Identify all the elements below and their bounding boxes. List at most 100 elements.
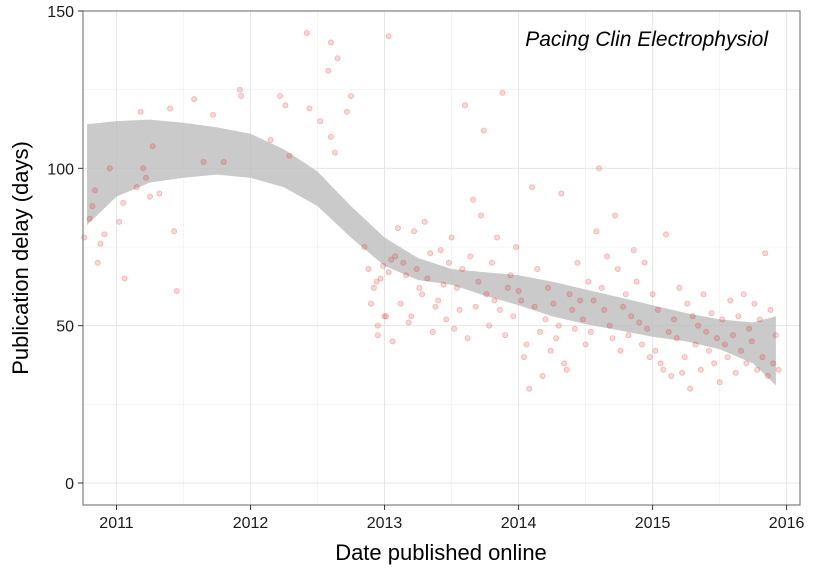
scatter-point — [649, 291, 656, 298]
scatter-point — [529, 184, 536, 191]
scatter-point — [421, 218, 428, 225]
scatter-point — [537, 328, 544, 335]
scatter-point — [209, 111, 216, 118]
scatter-point — [515, 287, 522, 294]
scatter-point — [705, 347, 712, 354]
scatter-point — [343, 108, 350, 115]
scatter-point — [238, 93, 245, 100]
scatter-point — [456, 306, 463, 313]
scatter-point — [719, 316, 726, 323]
y-tick-label: 150 — [47, 4, 74, 21]
x-tick-label: 2013 — [367, 515, 403, 532]
scatter-point — [413, 265, 420, 272]
scatter-point — [512, 243, 519, 250]
scatter-point — [689, 313, 696, 320]
scatter-point — [472, 303, 479, 310]
scatter-point — [617, 347, 624, 354]
x-tick-label: 2015 — [635, 515, 671, 532]
scatter-point — [86, 215, 93, 222]
scatter-point — [440, 281, 447, 288]
x-tick-label: 2012 — [233, 515, 269, 532]
scatter-point — [382, 313, 389, 320]
scatter-point — [459, 265, 466, 272]
scatter-point — [370, 284, 377, 291]
scatter-point — [286, 152, 293, 159]
scatter-point — [388, 256, 395, 263]
scatter-point — [545, 284, 552, 291]
scatter-point — [716, 379, 723, 386]
scatter-point — [89, 203, 96, 210]
scatter-point — [488, 259, 495, 266]
scatter-point — [419, 291, 426, 298]
scatter-point — [306, 105, 313, 112]
y-tick-label: 50 — [56, 319, 74, 336]
scatter-point — [142, 174, 149, 181]
scatter-point — [764, 372, 771, 379]
scatter-point — [429, 328, 436, 335]
scatter-point — [374, 322, 381, 329]
scatter-point — [469, 196, 476, 203]
scatter-point — [94, 259, 101, 266]
scatter-point — [327, 133, 334, 140]
scatter-point — [448, 234, 455, 241]
scatter-point — [547, 347, 554, 354]
scatter-point — [711, 360, 718, 367]
scatter-point — [633, 278, 640, 285]
scatter-point — [708, 310, 715, 317]
scatter-point — [368, 300, 375, 307]
y-tick-label: 0 — [65, 476, 74, 493]
scatter-point — [116, 218, 123, 225]
scatter-point — [106, 165, 113, 172]
y-axis-title: Publication delay (days) — [8, 141, 33, 375]
scatter-point — [443, 316, 450, 323]
scatter-point — [582, 341, 589, 348]
scatter-point — [679, 369, 686, 376]
scatter-point — [374, 332, 381, 339]
scatter-point — [137, 108, 144, 115]
scatter-point — [673, 335, 680, 342]
scatter-point — [553, 335, 560, 342]
scatter-point — [697, 366, 704, 373]
scatter-point — [303, 29, 310, 36]
scatter-point — [410, 228, 417, 235]
scatter-point — [486, 322, 493, 329]
scatter-point — [496, 306, 503, 313]
scatter-point — [657, 360, 664, 367]
scatter-point — [92, 187, 99, 194]
scatter-point — [671, 316, 678, 323]
scatter-point — [400, 259, 407, 266]
scatter-point — [373, 278, 380, 285]
confidence-band-area — [87, 119, 776, 386]
scatter-point — [510, 313, 517, 320]
scatter-point — [133, 184, 140, 191]
scatter-point — [394, 225, 401, 232]
scatter-point — [445, 259, 452, 266]
scatter-point — [171, 228, 178, 235]
scatter-point — [665, 328, 672, 335]
scatter-point — [652, 347, 659, 354]
scatter-point — [743, 360, 750, 367]
scatter-point — [140, 165, 147, 172]
scatter-point — [523, 341, 530, 348]
scatter-point — [606, 322, 613, 329]
scatter-point — [612, 212, 619, 219]
scatter-point — [713, 335, 720, 342]
scatter-point — [149, 143, 156, 150]
scatter-point — [703, 328, 710, 335]
scatter-point — [598, 284, 605, 291]
x-tick-label: 2014 — [501, 515, 537, 532]
scatter-point — [687, 385, 694, 392]
scatter-point — [327, 39, 334, 46]
scatter-point — [477, 212, 484, 219]
scatter-point — [759, 354, 766, 361]
y-tick-label: 100 — [47, 161, 74, 178]
scatter-point — [579, 316, 586, 323]
scatter-point — [200, 158, 207, 165]
scatter-point — [451, 325, 458, 332]
scatter-point — [625, 332, 632, 339]
scatter-point — [738, 347, 745, 354]
scatter-point — [695, 322, 702, 329]
scatter-point — [331, 149, 338, 156]
scatter-points — [81, 29, 782, 392]
scatter-point — [502, 332, 509, 339]
